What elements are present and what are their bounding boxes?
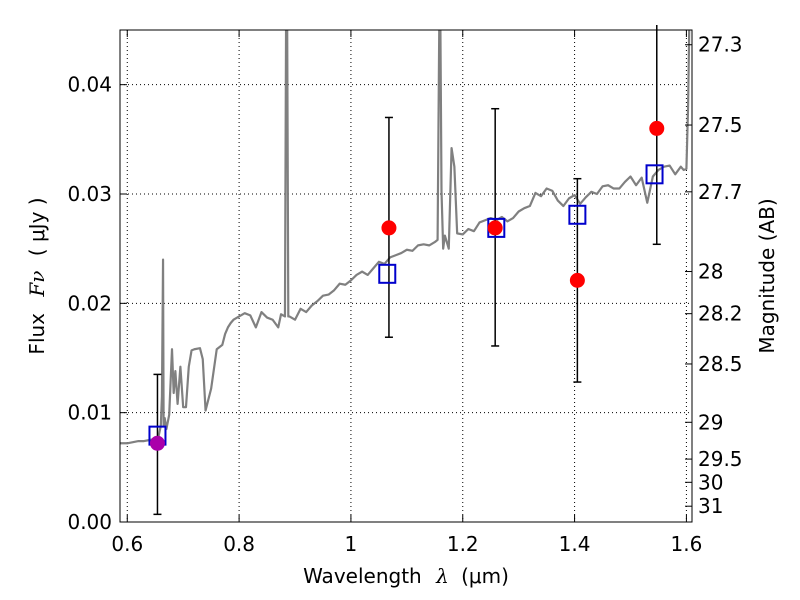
model-photometry-square (645, 164, 664, 185)
x-tick-label: 1.2 (447, 532, 479, 556)
x-tick-label: 1.4 (559, 532, 591, 556)
x-tick-label: 1 (345, 532, 358, 556)
y-axis-label: Flux Fν ( μJy ) (25, 197, 49, 354)
x-axis-label-text: Wavelength (303, 564, 422, 588)
mag-tick-label: 28 (698, 260, 723, 284)
x-axis-label-unit: (μm) (461, 564, 509, 588)
y-tick-label: 0.04 (67, 73, 112, 97)
model-photometry-square (378, 263, 397, 284)
mag-tick-label: 28.2 (698, 302, 743, 326)
spectrum-layer (120, 30, 691, 445)
x-tick-label: 0.8 (223, 532, 255, 556)
observed-photometry-point (487, 220, 503, 236)
mag-tick-label: 29 (698, 410, 723, 434)
y-axis-label-unit: ( μJy ) (25, 197, 49, 256)
observed-photometry-point (381, 220, 397, 236)
plot-background (120, 30, 692, 522)
y-axis-label-symbol: Fν (25, 271, 49, 298)
y-axis-label-text: Flux (25, 313, 49, 355)
observed-photometry-point (569, 272, 585, 288)
marker-layer (148, 120, 665, 451)
spectrum-line (120, 30, 691, 445)
right-axis-label: Magnitude (AB) (755, 198, 779, 353)
x-axis-label-symbol: λ (435, 564, 449, 588)
x-tick-label: 0.6 (111, 532, 143, 556)
plot-frame (119, 29, 693, 523)
axis-ticks: 0.6 0.8 1 1.2 1.4 1.6 0.00 0.01 0.02 0.03 0.04 27.3… (67, 30, 743, 556)
mag-tick-label: 28.5 (698, 352, 743, 376)
mag-tick-label: 27.3 (698, 33, 743, 57)
mag-tick-label: 30 (698, 470, 723, 494)
x-tick-label: 1.6 (671, 532, 703, 556)
observed-photometry-point (149, 435, 165, 451)
mag-tick-label: 29.5 (698, 447, 743, 471)
y-tick-label: 0.02 (67, 291, 112, 315)
model-photometry-square (568, 204, 587, 225)
mag-tick-label: 27.5 (698, 113, 743, 137)
mag-tick-label: 31 (698, 494, 723, 518)
y-tick-label: 0.00 (67, 510, 112, 534)
y-tick-label: 0.01 (67, 401, 112, 425)
y-tick-label: 0.03 (67, 182, 112, 206)
mag-tick-label: 27.7 (698, 180, 743, 204)
x-axis-label: Wavelength λ (μm) (303, 564, 509, 588)
observed-photometry-point (649, 120, 665, 136)
